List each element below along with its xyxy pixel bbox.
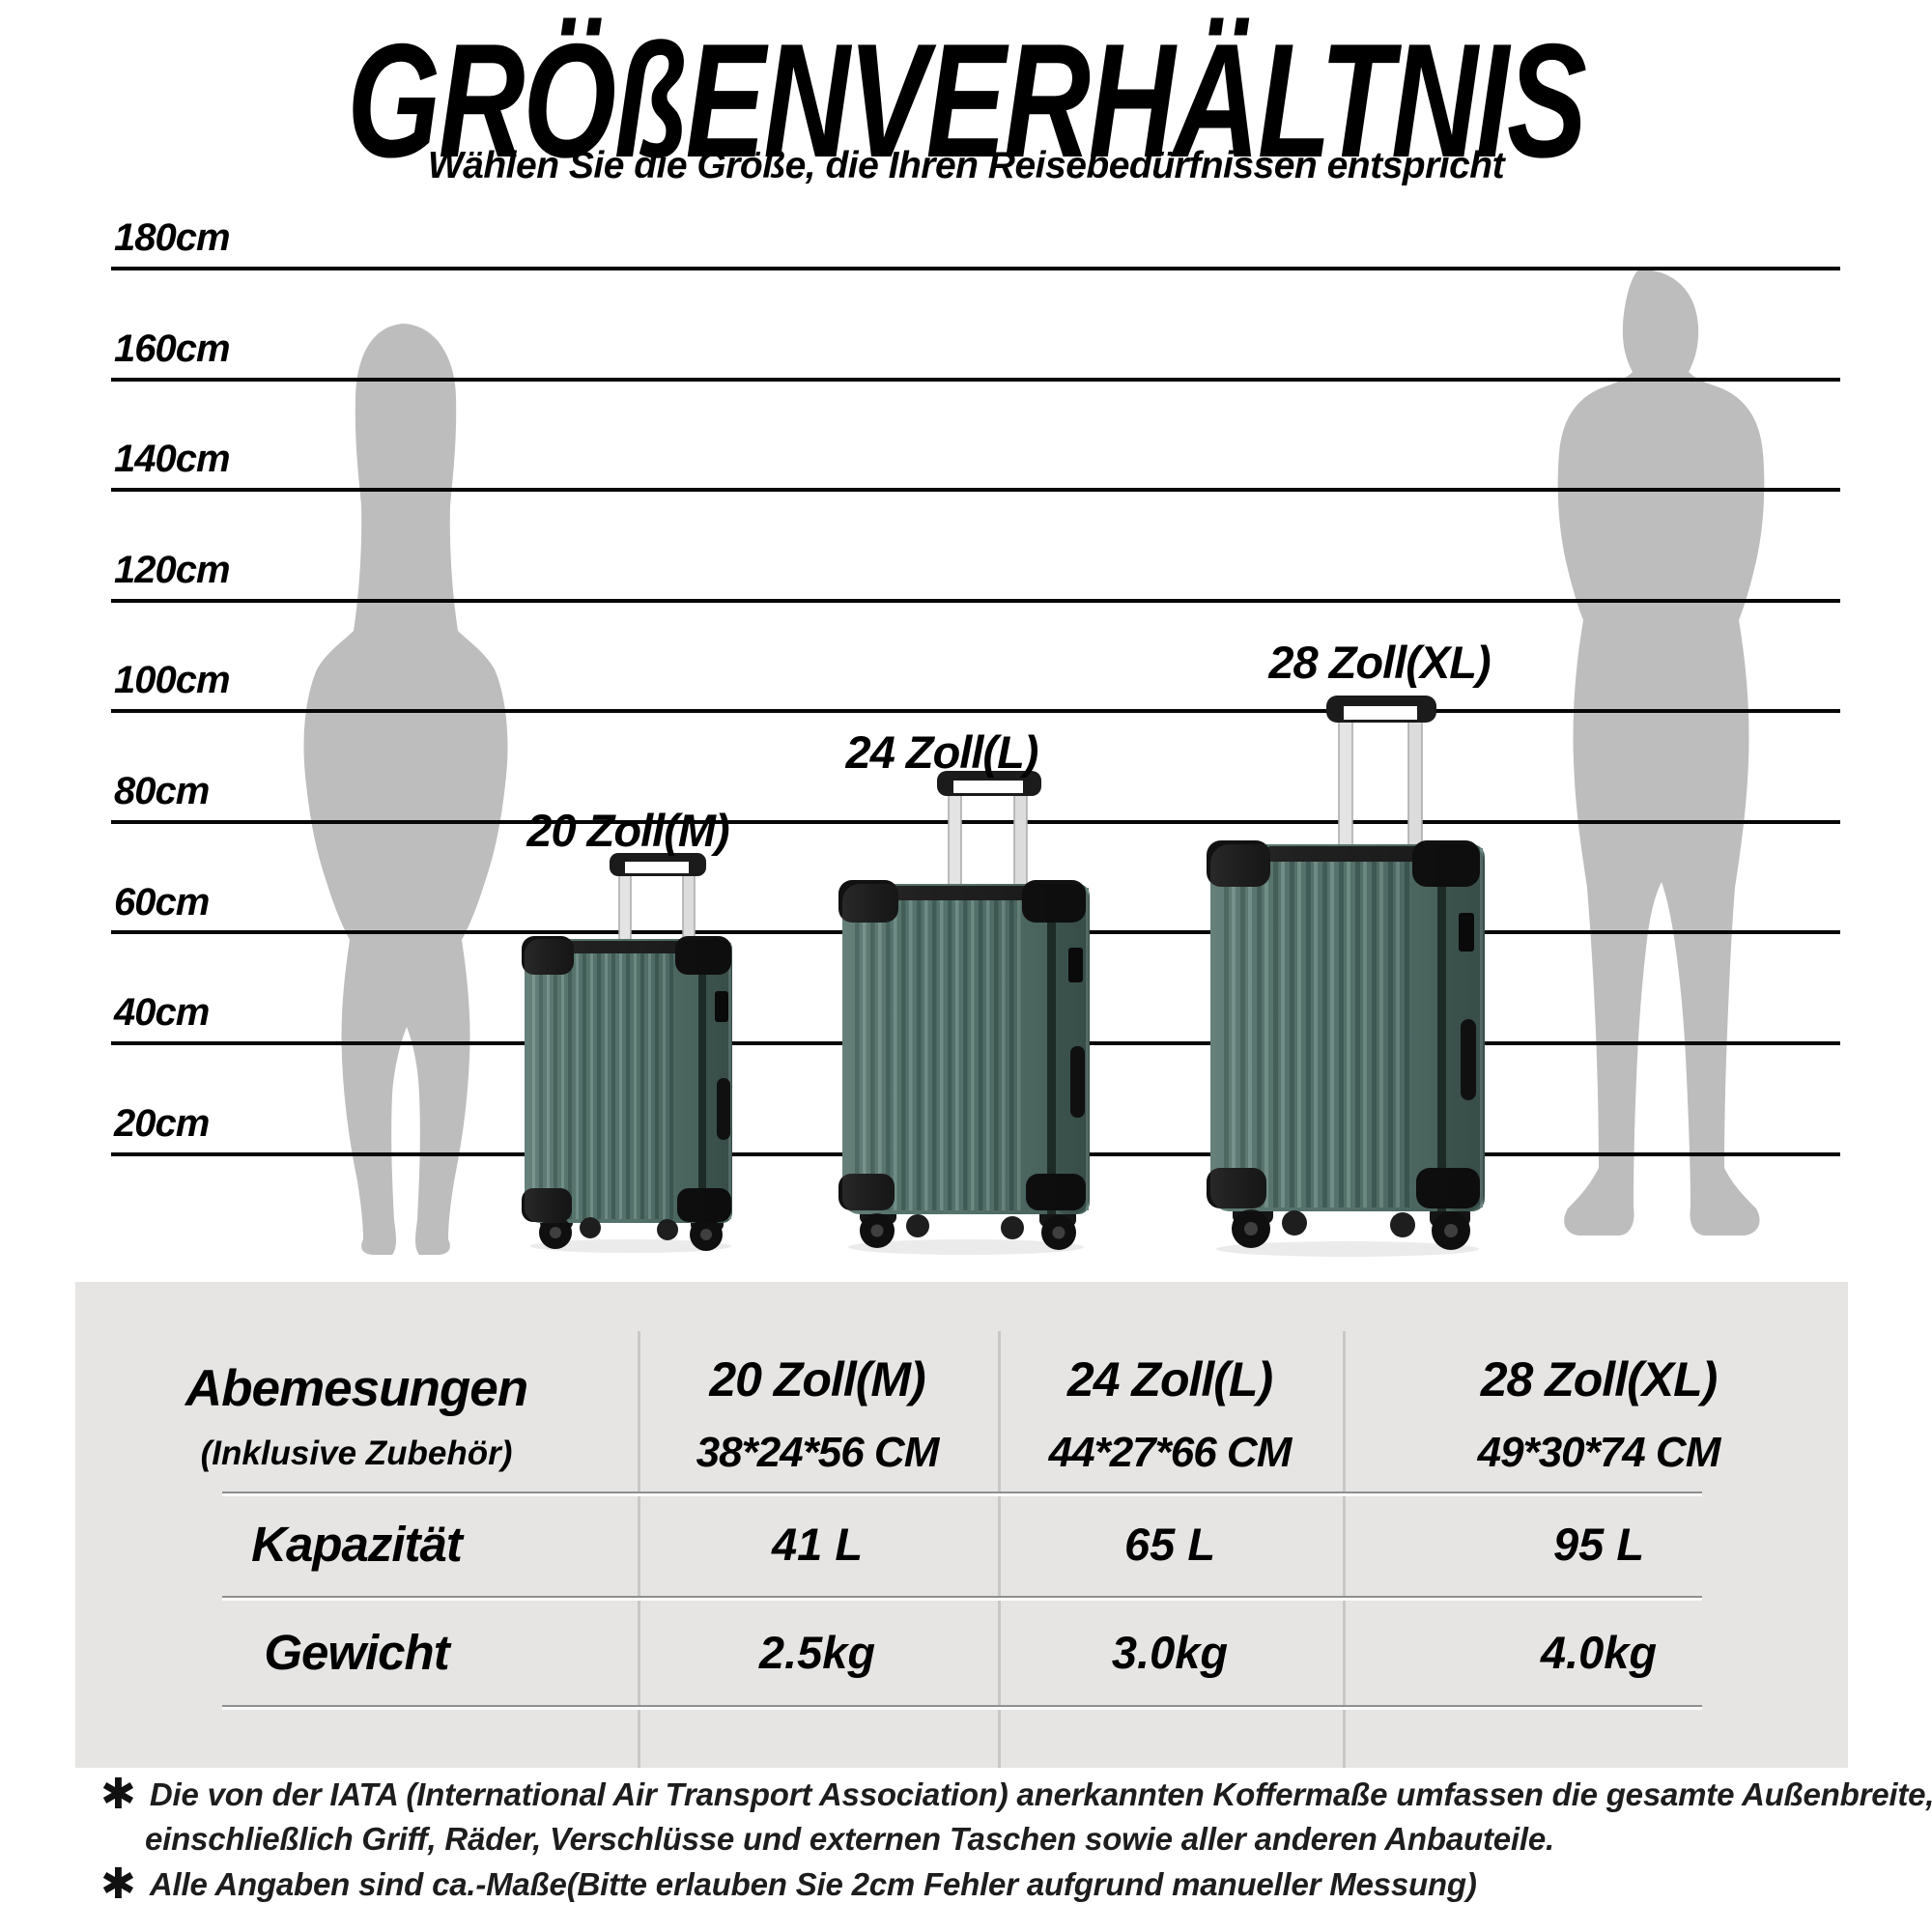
ruler-label-60cm: 60cm (114, 881, 210, 923)
ruler-label-120cm: 120cm (114, 549, 231, 591)
ruler-line-180cm (111, 267, 1840, 270)
table-col-xl-name: 28 Zoll(XL) (1480, 1352, 1719, 1406)
ruler-label-140cm: 140cm (114, 438, 231, 480)
suitcase-28-zoll-xl (1207, 696, 1485, 1257)
size-label-24-zoll-l: 24 Zoll(L) (845, 726, 1039, 778)
table-weight-l: 3.0kg (1111, 1627, 1229, 1678)
ruler-line-160cm (111, 378, 1840, 382)
table-row-capacity-label: Kapazität (251, 1517, 463, 1572)
table-capacity-xl: 95 L (1552, 1519, 1645, 1570)
footnote-iata-continued: einschließlich Griff, Räder, Verschlüsse… (145, 1817, 1554, 1861)
size-label-28-zoll-xl: 28 Zoll(XL) (1268, 637, 1491, 688)
table-weight-m: 2.5kg (758, 1627, 876, 1678)
man-silhouette (1557, 270, 1765, 1236)
ruler-label-40cm: 40cm (114, 991, 210, 1034)
footnote-tolerance: ✱ Alle Angaben sind ca.-Maße(Bitte erlau… (100, 1862, 1477, 1907)
footnote-iata-line1: Die von der IATA (International Air Tran… (149, 1776, 1932, 1812)
footnote-tolerance-line1: Alle Angaben sind ca.-Maße(Bitte erlaube… (149, 1866, 1477, 1902)
ruler-line-140cm (111, 488, 1840, 492)
table-capacity-m: 41 L (771, 1519, 864, 1570)
ruler-label-160cm: 160cm (114, 327, 231, 370)
table-weight-xl: 4.0kg (1540, 1627, 1658, 1678)
ruler-line-120cm (111, 599, 1840, 603)
ruler-label-180cm: 180cm (114, 216, 231, 259)
table-row-weight-label: Gewicht (264, 1625, 449, 1680)
table-header-dimensions: Abemesungen (185, 1360, 528, 1417)
ruler-label-80cm: 80cm (114, 770, 210, 812)
table-col-l-dims: 44*27*66 CM (1048, 1429, 1293, 1476)
table-vertical-divider-1 (638, 1331, 640, 1768)
table-col-xl-dims: 49*30*74 CM (1477, 1429, 1721, 1476)
woman-silhouette (303, 324, 508, 1255)
suitcase-24-zoll-l (838, 771, 1090, 1255)
table-horizontal-divider-1 (222, 1492, 1702, 1496)
ruler-line-100cm (111, 709, 1840, 713)
page-subtitle: Wählen Sie die Größe, die Ihren Reisebed… (427, 145, 1505, 186)
asterisk-icon: ✱ (100, 1770, 136, 1819)
table-col-l-name: 24 Zoll(L) (1066, 1352, 1273, 1406)
table-horizontal-divider-3 (222, 1705, 1702, 1710)
asterisk-icon: ✱ (100, 1860, 136, 1909)
footnote-iata: ✱ Die von der IATA (International Air Tr… (100, 1773, 1932, 1817)
table-col-m-dims: 38*24*56 CM (696, 1429, 940, 1476)
size-label-20-zoll-m: 20 Zoll(M) (526, 805, 729, 856)
suitcase-20-zoll-m (522, 853, 732, 1253)
page-title: GRÖßENVERHÄLTNIS (347, 10, 1587, 191)
table-col-m-name: 20 Zoll(M) (709, 1352, 925, 1406)
table-vertical-divider-3 (1343, 1331, 1346, 1768)
ruler-line-80cm (111, 820, 1840, 824)
spec-table: Abemesungen (Inklusive Zubehör) 20 Zoll(… (75, 1282, 1848, 1768)
ruler-label-100cm: 100cm (114, 659, 231, 701)
table-horizontal-divider-2 (222, 1596, 1702, 1601)
table-header-dimensions-subtitle: (Inklusive Zubehör) (200, 1435, 513, 1472)
footnote-iata-line2: einschließlich Griff, Räder, Verschlüsse… (145, 1821, 1554, 1857)
table-vertical-divider-2 (998, 1331, 1001, 1768)
table-capacity-l: 65 L (1123, 1519, 1216, 1570)
ruler-label-20cm: 20cm (114, 1102, 210, 1145)
